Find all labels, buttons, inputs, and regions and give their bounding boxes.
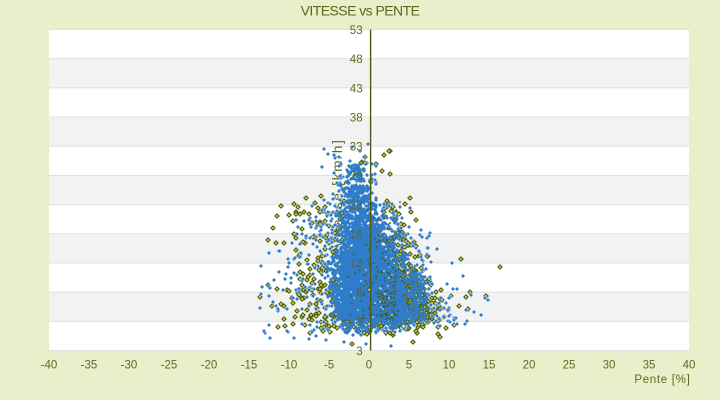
svg-text:VITESSE vs PENTE: VITESSE vs PENTE	[301, 2, 420, 18]
svg-text:0: 0	[366, 359, 372, 371]
svg-text:53: 53	[350, 25, 363, 37]
svg-text:20: 20	[523, 359, 536, 371]
svg-text:28: 28	[350, 171, 363, 183]
svg-text:23: 23	[350, 200, 363, 212]
svg-text:33: 33	[350, 142, 363, 154]
svg-text:13: 13	[350, 259, 363, 271]
svg-text:15: 15	[483, 359, 496, 371]
svg-text:-15: -15	[241, 359, 258, 371]
svg-text:-10: -10	[281, 359, 298, 371]
svg-text:30: 30	[603, 359, 616, 371]
svg-text:-25: -25	[161, 359, 178, 371]
svg-text:-40: -40	[41, 359, 58, 371]
svg-text:3: 3	[356, 317, 362, 329]
svg-text:5: 5	[406, 359, 412, 371]
svg-text:43: 43	[350, 83, 363, 95]
svg-text:3: 3	[356, 346, 362, 358]
svg-text:10: 10	[443, 359, 456, 371]
svg-text:18: 18	[350, 229, 363, 241]
svg-text:Pente [%]: Pente [%]	[634, 374, 690, 386]
svg-text:48: 48	[350, 54, 363, 66]
svg-text:-20: -20	[201, 359, 218, 371]
svg-text:8: 8	[356, 288, 362, 300]
svg-text:-30: -30	[121, 359, 138, 371]
svg-text:38: 38	[350, 113, 363, 125]
svg-text:25: 25	[563, 359, 576, 371]
svg-text:-5: -5	[324, 359, 334, 371]
svg-text:-35: -35	[81, 359, 98, 371]
svg-text:35: 35	[643, 359, 656, 371]
svg-text:40: 40	[683, 359, 696, 371]
